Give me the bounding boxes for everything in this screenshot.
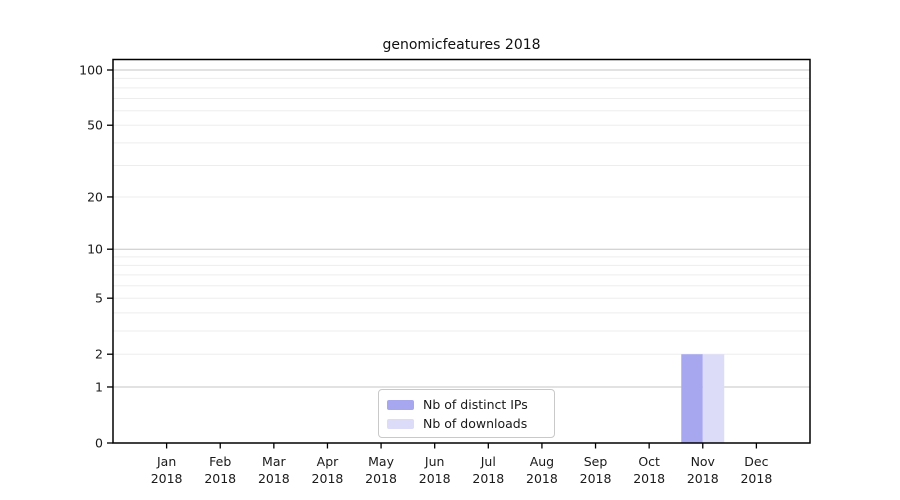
x-tick-label-month: Aug	[530, 454, 554, 469]
legend: Nb of distinct IPs Nb of downloads	[378, 389, 555, 438]
x-tick-label-month: Feb	[209, 454, 231, 469]
x-tick-label-month: Jun	[424, 454, 445, 469]
x-tick-label-year: 2018	[526, 471, 558, 486]
chart-title: genomicfeatures 2018	[382, 37, 541, 53]
y-tick-label: 1	[95, 379, 103, 394]
x-tick-label-year: 2018	[258, 471, 290, 486]
x-tick-label-year: 2018	[687, 471, 719, 486]
bar-distinct-ips-nov	[681, 354, 703, 443]
y-tick-label: 20	[87, 189, 103, 204]
x-tick-label-year: 2018	[312, 471, 344, 486]
y-tick-label: 100	[79, 63, 103, 78]
x-tick-label-year: 2018	[633, 471, 665, 486]
legend-swatch-distinct-ips	[387, 399, 414, 410]
x-tick-label-month: Oct	[638, 454, 660, 469]
plot-spines	[112, 58, 811, 444]
x-tick-label-month: Jul	[480, 454, 496, 469]
legend-label-downloads: Nb of downloads	[423, 416, 528, 431]
x-tick-label-year: 2018	[365, 471, 397, 486]
y-tick-label: 10	[87, 242, 103, 257]
y-tick-label: 0	[95, 436, 103, 451]
x-tick-label-month: Sep	[584, 454, 608, 469]
x-tick-label-month: Jan	[156, 454, 176, 469]
legend-item-downloads: Nb of downloads	[387, 414, 546, 433]
legend-swatch-downloads	[387, 418, 414, 429]
x-tick-label-year: 2018	[204, 471, 236, 486]
x-tick-label-year: 2018	[419, 471, 451, 486]
legend-item-distinct-ips: Nb of distinct IPs	[387, 395, 546, 414]
x-tick-label-month: Nov	[691, 454, 716, 469]
x-tick-label-month: Dec	[744, 454, 768, 469]
x-tick-label-year: 2018	[580, 471, 612, 486]
x-tick-label-year: 2018	[740, 471, 772, 486]
x-tick-label-year: 2018	[151, 471, 183, 486]
x-tick-label-year: 2018	[472, 471, 504, 486]
y-tick-label: 50	[87, 118, 103, 133]
legend-label-distinct-ips: Nb of distinct IPs	[423, 397, 528, 412]
y-tick-label: 5	[95, 291, 103, 306]
x-tick-label-month: Apr	[317, 454, 339, 469]
y-tick-label: 2	[95, 347, 103, 362]
x-tick-label-month: May	[368, 454, 394, 469]
bar-downloads-nov	[702, 354, 725, 443]
x-tick-label-month: Mar	[262, 454, 286, 469]
